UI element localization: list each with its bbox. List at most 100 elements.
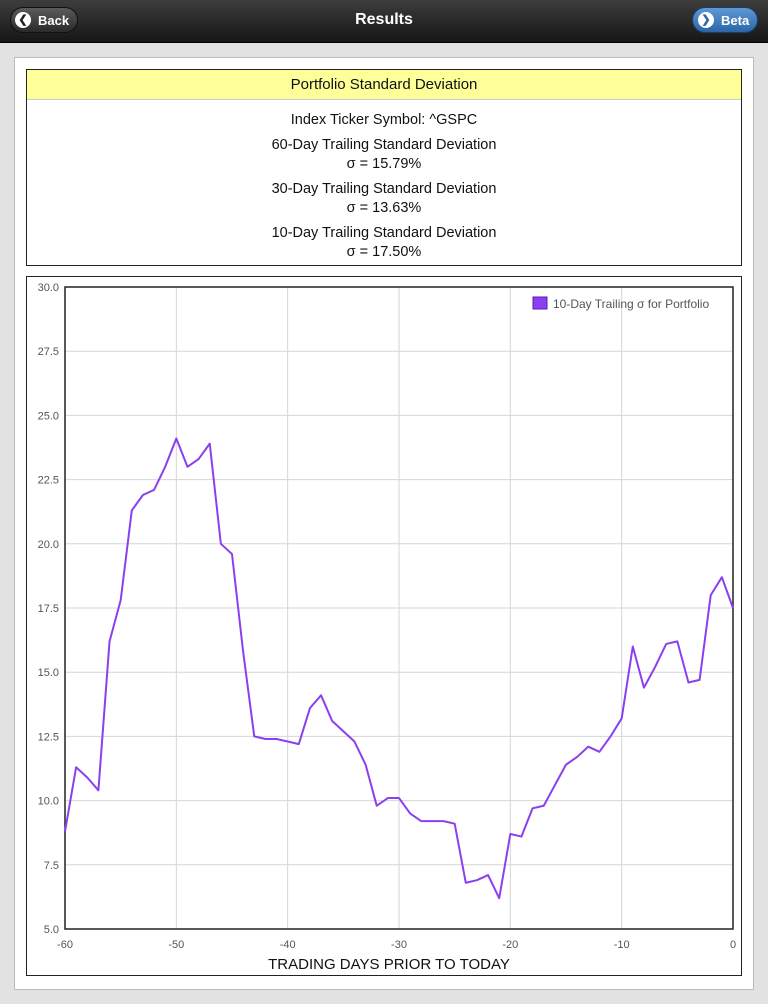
sd30-label: 30-Day Trailing Standard Deviation [271, 181, 497, 197]
navigation-bar: ❮ Back Results ❯ Beta [0, 0, 768, 43]
data-point [598, 751, 600, 753]
y-tick-label: 30.0 [38, 282, 59, 294]
x-tick-label: 0 [730, 939, 736, 951]
data-point [398, 797, 400, 799]
data-point [487, 874, 489, 876]
data-point [665, 643, 667, 645]
data-point [153, 489, 155, 491]
data-point [621, 717, 623, 719]
data-point [721, 576, 723, 578]
data-point [186, 466, 188, 468]
y-tick-label: 22.5 [38, 475, 59, 487]
back-button-label: Back [38, 13, 70, 28]
x-tick-label: -40 [280, 939, 296, 951]
data-point [253, 735, 255, 737]
x-tick-label: -10 [614, 939, 630, 951]
data-point [353, 741, 355, 743]
data-point [376, 805, 378, 807]
data-point [309, 707, 311, 709]
sd60-label: 60-Day Trailing Standard Deviation [271, 137, 497, 153]
data-point [699, 679, 701, 681]
sd10-label: 10-Day Trailing Standard Deviation [271, 225, 497, 241]
data-point [509, 833, 511, 835]
data-point [431, 820, 433, 822]
data-point [643, 687, 645, 689]
data-point [320, 694, 322, 696]
data-point [75, 766, 77, 768]
data-point [587, 746, 589, 748]
legend-swatch [532, 296, 548, 310]
beta-button[interactable]: ❯ Beta [692, 7, 758, 33]
sd60-value: σ = 15.79% [346, 156, 422, 172]
data-point [654, 666, 656, 668]
data-point [198, 458, 200, 460]
data-point [242, 651, 244, 653]
data-point [498, 897, 500, 899]
series-line [64, 437, 734, 900]
x-tick-label: -60 [57, 939, 73, 951]
y-tick-label: 17.5 [38, 603, 59, 615]
y-tick-label: 5.0 [44, 924, 59, 936]
chevron-right-icon: ❯ [698, 12, 714, 28]
y-tick-label: 27.5 [38, 346, 59, 358]
y-tick-label: 20.0 [38, 539, 59, 551]
data-point [409, 812, 411, 814]
x-tick-label: -20 [502, 939, 518, 951]
data-point [220, 543, 222, 545]
data-point [97, 789, 99, 791]
data-point [331, 720, 333, 722]
data-point [231, 553, 233, 555]
data-point [109, 640, 111, 642]
data-point [120, 599, 122, 601]
x-axis-label: TRADING DAYS PRIOR TO TODAY [268, 956, 510, 973]
chevron-left-icon: ❮ [15, 12, 31, 28]
data-point [131, 509, 133, 511]
legend-label: 10-Day Trailing σ for Portfolio [553, 297, 709, 311]
page-title: Results [355, 11, 413, 28]
data-point [443, 820, 445, 822]
data-point [576, 756, 578, 758]
line-chart: 5.0 7.5 10.0 12.5 15.0 17.5 20.0 22.5 25.0 27.5 30… [38, 282, 736, 973]
data-point [543, 805, 545, 807]
data-point [276, 738, 278, 740]
y-tick-label: 25.0 [38, 410, 59, 422]
data-point [342, 730, 344, 732]
ticker-line: Index Ticker Symbol: ^GSPC [290, 112, 478, 128]
data-point [64, 830, 66, 832]
data-point [287, 741, 289, 743]
data-point [264, 738, 266, 740]
data-point [420, 820, 422, 822]
data-point [142, 494, 144, 496]
data-point [732, 607, 734, 609]
data-point [454, 823, 456, 825]
data-point [86, 776, 88, 778]
data-point [209, 443, 211, 445]
y-tick-label: 15.0 [38, 667, 59, 679]
x-tick-label: -50 [168, 939, 184, 951]
sd30-value: σ = 13.63% [346, 200, 422, 216]
data-point [710, 594, 712, 596]
chart-container: 5.0 7.5 10.0 12.5 15.0 17.5 20.0 22.5 25.0 27.5 30… [26, 276, 742, 976]
data-point [610, 735, 612, 737]
sd10-value: σ = 17.50% [346, 244, 422, 260]
data-point [175, 438, 177, 440]
y-tick-label: 12.5 [38, 731, 59, 743]
y-tick-label: 10.0 [38, 796, 59, 808]
data-point [387, 797, 389, 799]
stats-header: Portfolio Standard Deviation [27, 70, 741, 100]
data-point [164, 466, 166, 468]
data-point [520, 836, 522, 838]
data-point [532, 807, 534, 809]
data-point [476, 879, 478, 881]
data-point [298, 743, 300, 745]
stats-box: Portfolio Standard Deviation Index Ticke… [26, 69, 742, 266]
data-point [676, 640, 678, 642]
back-button[interactable]: ❮ Back [10, 7, 78, 33]
data-point [632, 646, 634, 648]
y-tick-label: 7.5 [44, 860, 59, 872]
data-point [565, 764, 567, 766]
data-point [465, 882, 467, 884]
beta-button-label: Beta [721, 13, 750, 28]
x-tick-label: -30 [391, 939, 407, 951]
data-point [554, 784, 556, 786]
